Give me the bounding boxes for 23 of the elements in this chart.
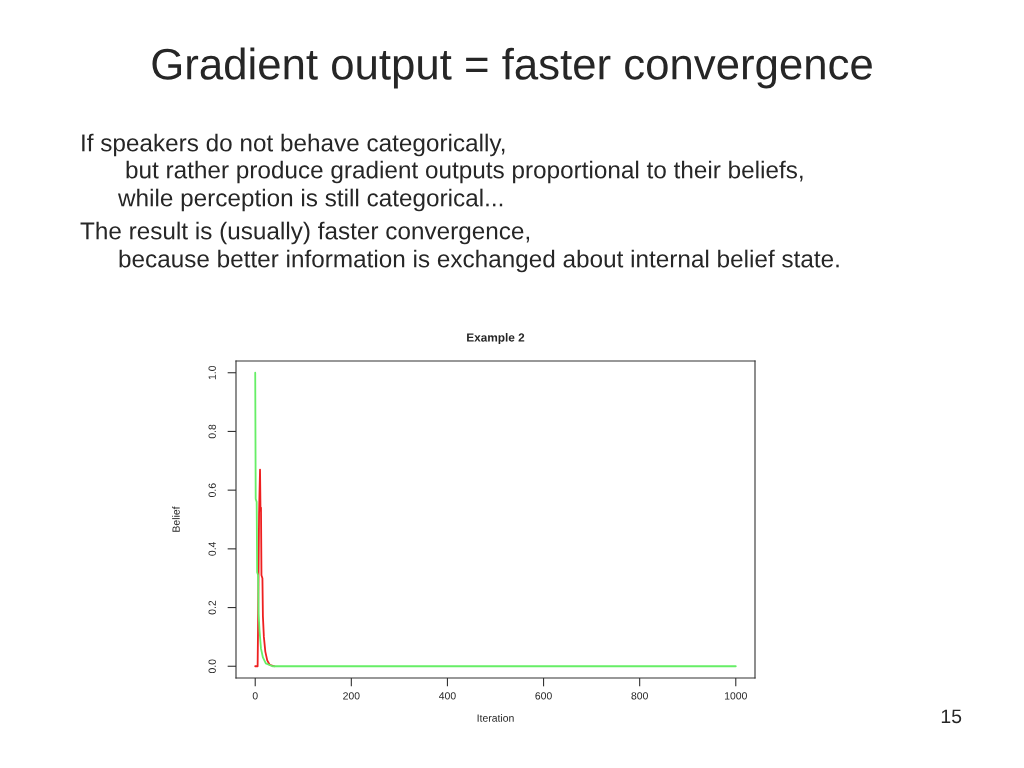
line-series bbox=[254, 371, 737, 668]
y-axis-title: Belief bbox=[172, 506, 180, 532]
text: 15 bbox=[941, 709, 962, 724]
x-tick-label: 0 bbox=[252, 692, 258, 700]
x-tick-label: 1000 bbox=[724, 692, 747, 700]
text: The result is (usually) faster convergence, bbox=[80, 221, 530, 245]
y-tick-label: 0.4 bbox=[208, 541, 216, 556]
x-tick-label: 400 bbox=[438, 692, 456, 700]
y-tick-label: 0.6 bbox=[208, 483, 216, 497]
y-tick-label: 1.0 bbox=[208, 365, 216, 380]
chart-title: Gradient output = faster convergence bbox=[152, 47, 872, 89]
text: while perception is still categorical... bbox=[117, 188, 503, 212]
text: If speakers do not behave categorically, bbox=[82, 133, 505, 157]
text: but rather produce gradient outputs proportional to their beliefs, bbox=[126, 160, 803, 184]
y-tick-label: 0.0 bbox=[208, 659, 216, 674]
y-tick-label: 0.2 bbox=[208, 600, 216, 615]
text: because better information is exchanged about internal belief state. bbox=[119, 249, 839, 273]
x-tick-label: 800 bbox=[631, 692, 648, 700]
y-tick-label: 0.8 bbox=[208, 424, 216, 439]
x-tick-label: 600 bbox=[535, 692, 552, 700]
x-axis-title: Iteration bbox=[477, 714, 514, 722]
chart-subtitle: Example 2 bbox=[467, 333, 525, 345]
x-tick-label: 200 bbox=[343, 692, 360, 700]
